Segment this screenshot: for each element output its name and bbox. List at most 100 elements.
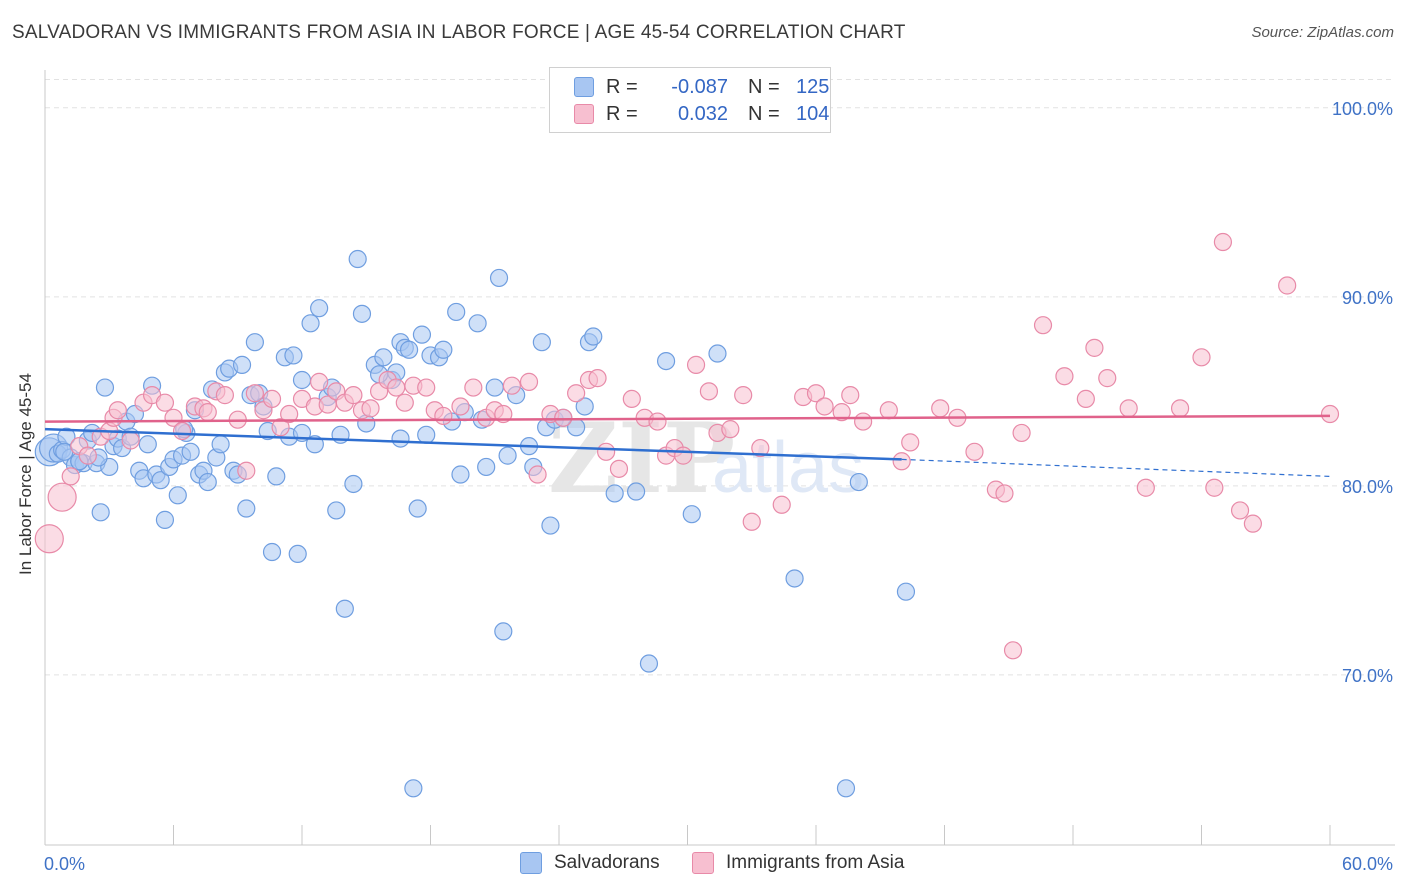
salvadoran-point xyxy=(391,429,410,448)
salvadoran-point xyxy=(211,435,230,454)
salvadoran-point xyxy=(785,569,804,588)
asia-point xyxy=(1213,232,1233,252)
asia-point xyxy=(494,404,513,424)
asia-point xyxy=(1003,641,1023,660)
salvadoran-point xyxy=(896,582,916,601)
series-legend: Salvadorans Immigrants from Asia xyxy=(0,852,1406,878)
y-tick-label: 100.0% xyxy=(1332,99,1393,119)
legend-item-asia[interactable]: Immigrants from Asia xyxy=(692,852,904,874)
salvadoran-point xyxy=(232,355,252,374)
salvadoran-point xyxy=(138,435,157,454)
asia-point xyxy=(528,465,547,484)
legend-r-value: 0.032 xyxy=(677,102,728,125)
salvadoran-point xyxy=(498,446,517,465)
asia-point xyxy=(901,433,920,452)
asia-point xyxy=(262,389,282,409)
asia-point xyxy=(1278,276,1297,295)
y-tick-label: 70.0% xyxy=(1342,666,1393,686)
asia-point xyxy=(237,461,256,480)
asia-point xyxy=(995,484,1014,503)
asia-point xyxy=(310,372,329,391)
salvadoran-point xyxy=(489,268,509,288)
asia-point xyxy=(361,399,380,418)
asia-point xyxy=(1192,348,1211,367)
asia-point xyxy=(344,386,363,405)
asia-point xyxy=(965,442,984,461)
salvadoran-point xyxy=(494,622,513,641)
asia-trend-line xyxy=(44,414,1331,423)
asia-point xyxy=(622,389,641,409)
salvadoran-point xyxy=(468,314,487,333)
asia-point xyxy=(519,372,539,391)
asia-point xyxy=(648,412,667,431)
asia-point xyxy=(1205,478,1224,497)
asia-point xyxy=(1033,316,1053,335)
salvadoran-point xyxy=(237,499,256,518)
salvadoran-point xyxy=(412,325,432,344)
trend-lines xyxy=(44,414,1331,478)
asia-point xyxy=(434,406,453,426)
salvadoran-point xyxy=(181,442,200,461)
asia-point xyxy=(155,393,175,412)
salvadoran-point xyxy=(408,499,427,518)
data-points xyxy=(34,232,1340,798)
legend-n-value: 104 xyxy=(796,102,830,125)
salvadoran-point xyxy=(575,397,594,416)
grid-lines xyxy=(45,78,1395,676)
salvadoran-point xyxy=(327,501,346,520)
asia-point xyxy=(567,384,586,403)
salvadoran-point xyxy=(836,779,856,798)
asia-point xyxy=(1085,338,1104,357)
asia-point xyxy=(245,384,264,403)
asia-point xyxy=(832,403,851,422)
salvadoran-point xyxy=(682,505,701,524)
asia-point xyxy=(395,393,414,412)
asia-point xyxy=(271,418,290,437)
legend-r-label: R = xyxy=(606,75,638,98)
salvadoran-point xyxy=(245,333,264,352)
legend-r-label: R = xyxy=(606,102,638,125)
asia-point xyxy=(61,467,80,486)
asia-point xyxy=(772,495,791,514)
legend-swatch-blue xyxy=(574,77,594,97)
asia-point xyxy=(854,412,873,431)
asia-point xyxy=(734,386,753,405)
asia-point xyxy=(721,420,740,439)
tick-labels: 70.0% 80.0% 90.0% 100.0% 0.0% 60.0% xyxy=(44,99,1393,874)
y-tick-label: 90.0% xyxy=(1342,288,1393,308)
chart-title: SALVADORAN VS IMMIGRANTS FROM ASIA IN LA… xyxy=(12,22,906,43)
asia-point xyxy=(815,397,834,416)
salvadoran-point xyxy=(417,425,436,444)
asia-point xyxy=(609,459,629,478)
salvadoran-trend-extension xyxy=(901,458,1331,478)
asia-point xyxy=(674,446,693,465)
asia-point xyxy=(417,378,436,397)
asia-point xyxy=(451,397,470,416)
salvadoran-point xyxy=(262,542,282,562)
salvadoran-point xyxy=(434,340,453,359)
legend-swatch-pink xyxy=(574,104,594,124)
asia-point xyxy=(1055,367,1074,386)
salvadoran-point xyxy=(352,304,372,323)
salvadoran-point xyxy=(155,510,175,529)
legend-item-salvadorans[interactable]: Salvadorans xyxy=(520,852,660,874)
asia-swatch xyxy=(692,852,714,874)
asia-point xyxy=(1170,399,1190,418)
asia-point xyxy=(47,482,77,512)
salvadorans-swatch xyxy=(520,852,542,874)
asia-point xyxy=(502,376,521,395)
y-tick-label: 80.0% xyxy=(1342,477,1393,497)
asia-point xyxy=(686,355,706,374)
asia-point xyxy=(931,399,950,418)
salvadoran-point xyxy=(541,516,560,535)
salvadoran-point xyxy=(198,472,217,492)
legend-n-label: N = xyxy=(748,75,780,98)
x-tick-label-min: 0.0% xyxy=(44,854,85,874)
legend-row-asia: R = 0.032 N = 104 xyxy=(574,101,829,127)
salvadoran-point xyxy=(532,333,551,352)
asia-point xyxy=(198,403,217,422)
legend-r-value: -0.087 xyxy=(671,75,728,98)
asia-point xyxy=(108,401,127,420)
salvadoran-point xyxy=(656,351,676,371)
